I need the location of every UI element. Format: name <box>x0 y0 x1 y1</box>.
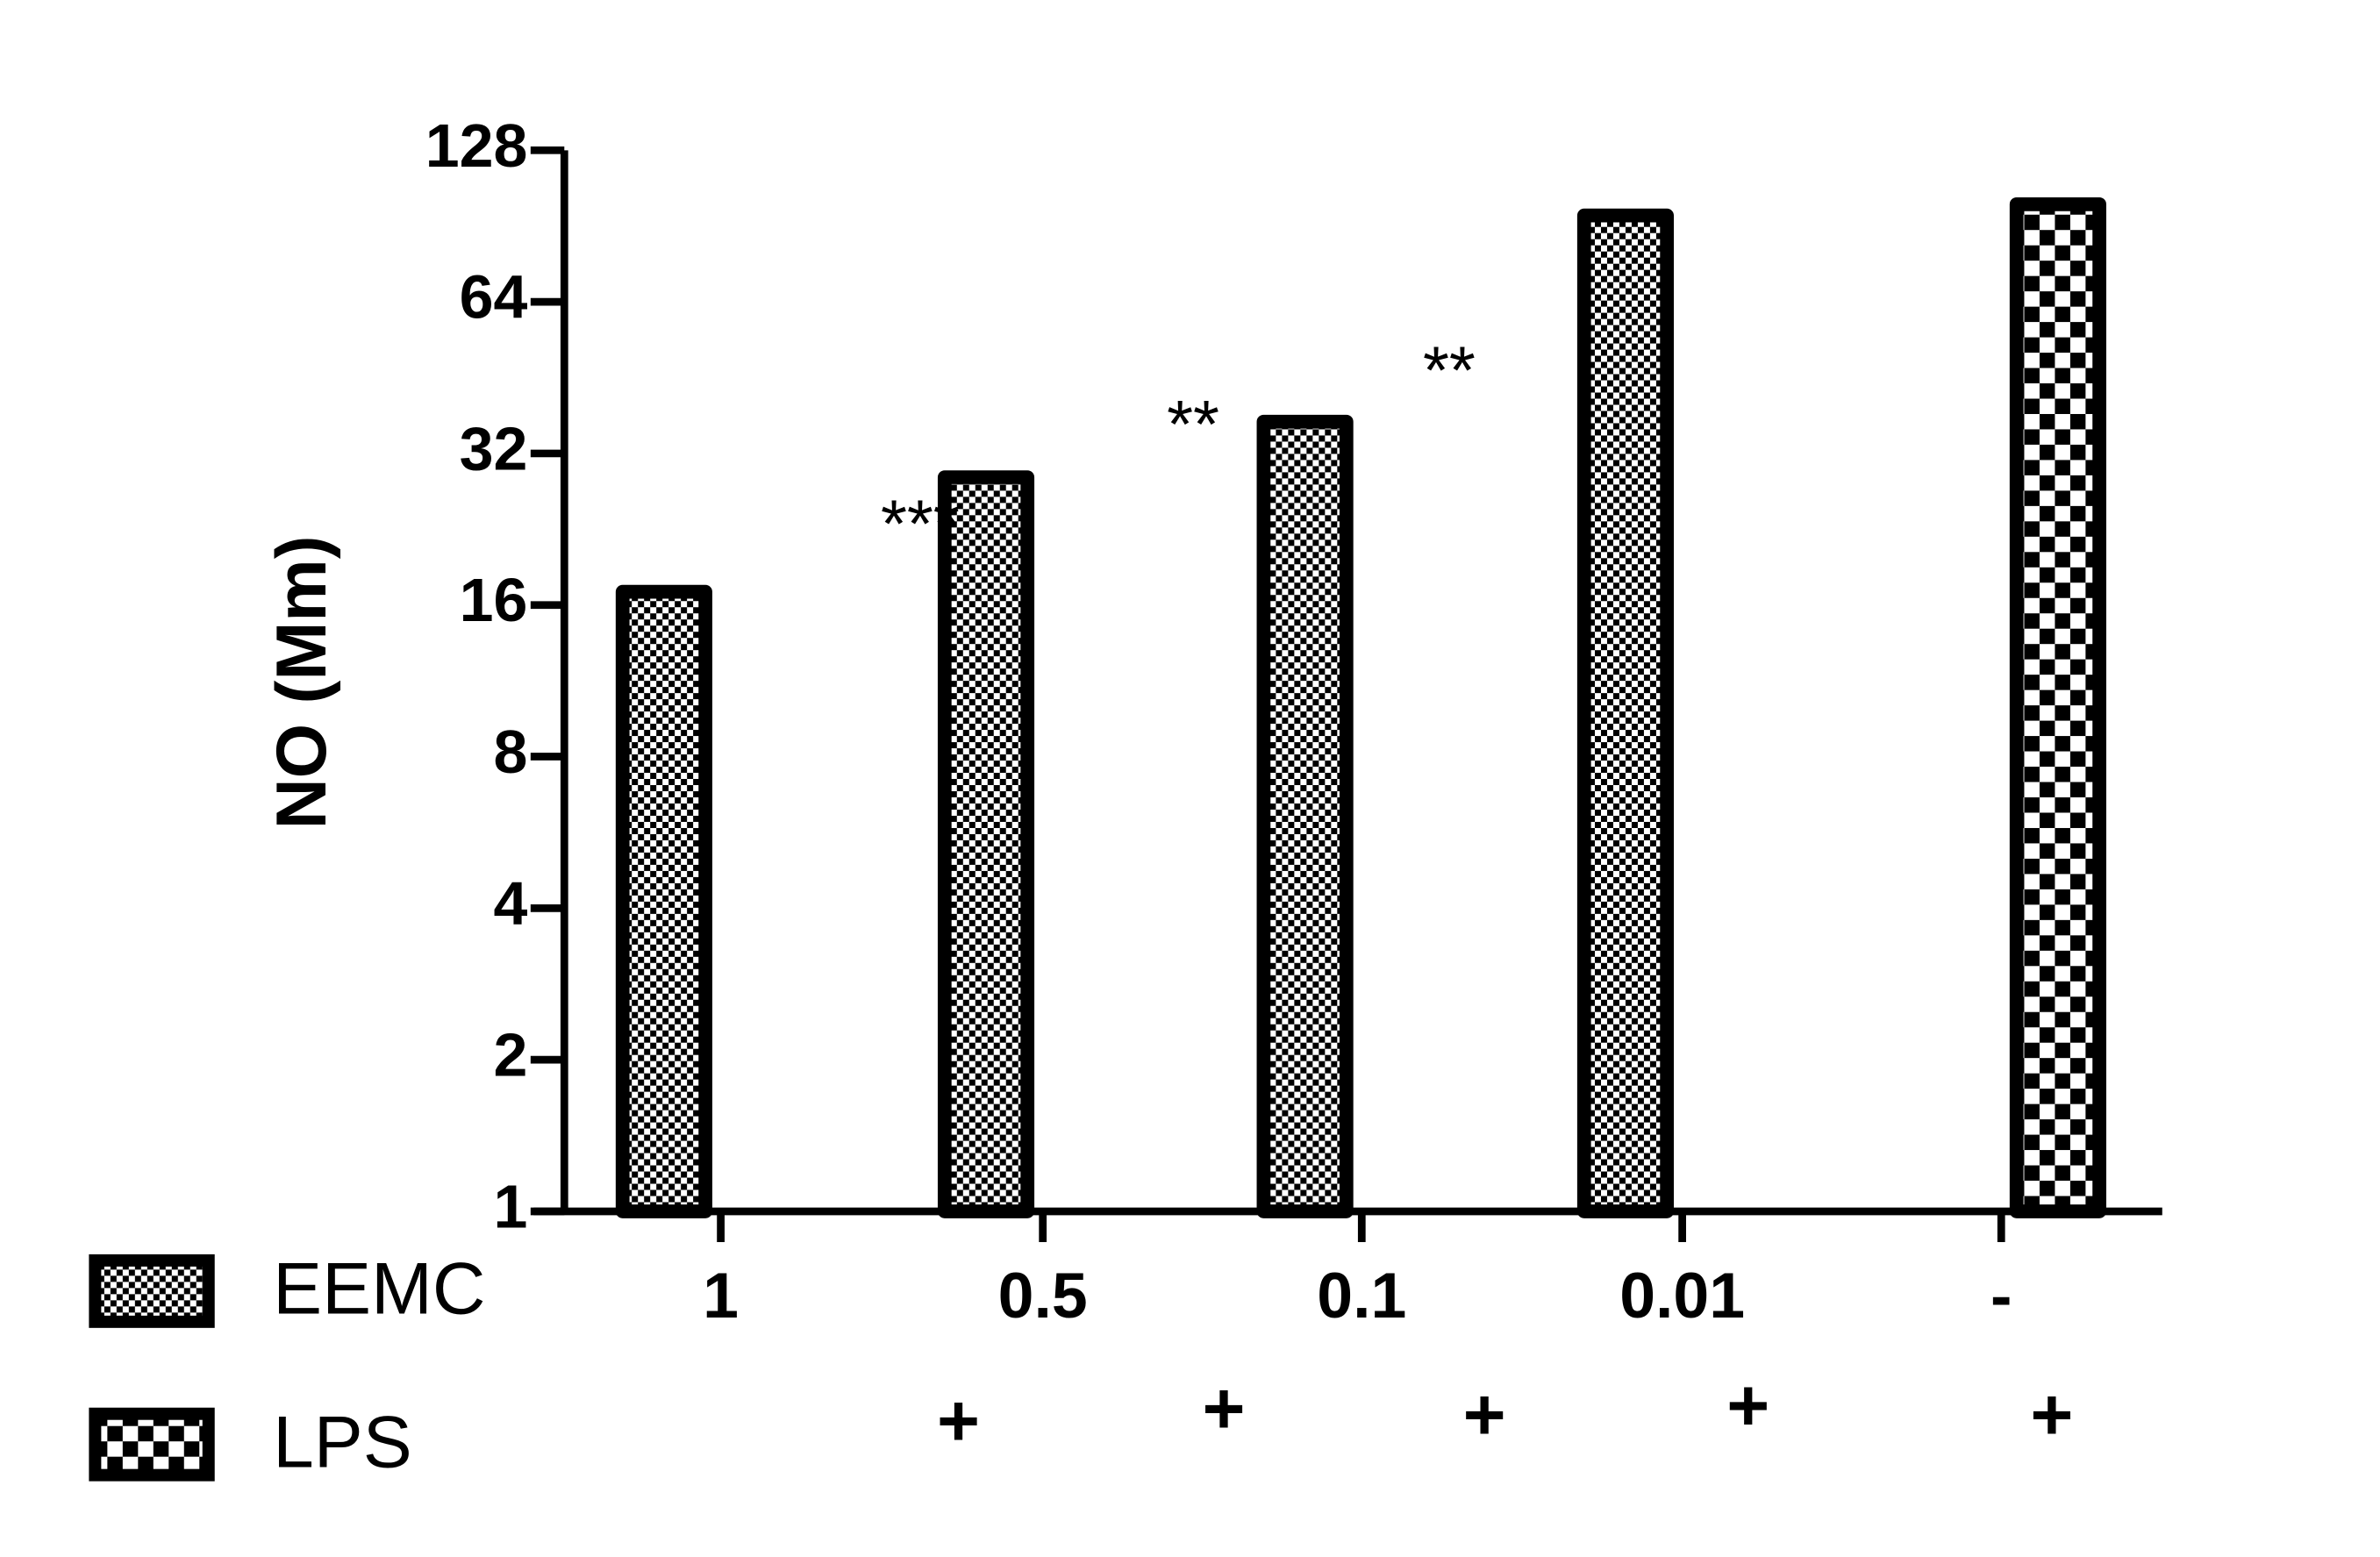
x-tick-label: 0.5 <box>998 1260 1088 1332</box>
bar <box>1256 414 1354 1218</box>
y-tick-label: 2 <box>493 1021 527 1089</box>
lps-row-label: + <box>1202 1367 1245 1449</box>
bar <box>937 470 1035 1218</box>
bar <box>2009 196 2106 1218</box>
y-tick-label: 64 <box>460 263 528 332</box>
y-tick-label: 4 <box>493 869 527 938</box>
y-tick-label: 128 <box>425 111 528 180</box>
x-tick-label: - <box>1990 1260 2012 1332</box>
lps-row-label: + <box>2030 1373 2073 1455</box>
annotation: ** <box>1423 333 1476 409</box>
y-tick-label: 32 <box>460 414 528 482</box>
y-tick-label: 1 <box>493 1172 527 1240</box>
legend-label: EEMC <box>273 1247 485 1330</box>
annotation: *** <box>881 486 960 561</box>
y-tick-label: 16 <box>460 566 528 634</box>
legend-swatch <box>89 1253 215 1328</box>
lps-row-label: + <box>1726 1363 1769 1446</box>
y-axis-label: NO (Mm) <box>262 535 341 829</box>
lps-row-label: + <box>937 1379 980 1461</box>
x-tick-label: 0.01 <box>1619 1260 1745 1332</box>
bar <box>615 584 712 1218</box>
annotation: ** <box>1167 387 1219 462</box>
y-tick-label: 8 <box>493 718 527 786</box>
lps-row-label: + <box>1463 1373 1506 1455</box>
x-tick-label: 0.1 <box>1317 1260 1406 1332</box>
x-tick-label: 1 <box>703 1260 739 1332</box>
legend-label: LPS <box>273 1400 412 1482</box>
legend-swatch <box>89 1407 215 1482</box>
bar <box>1576 208 1675 1218</box>
